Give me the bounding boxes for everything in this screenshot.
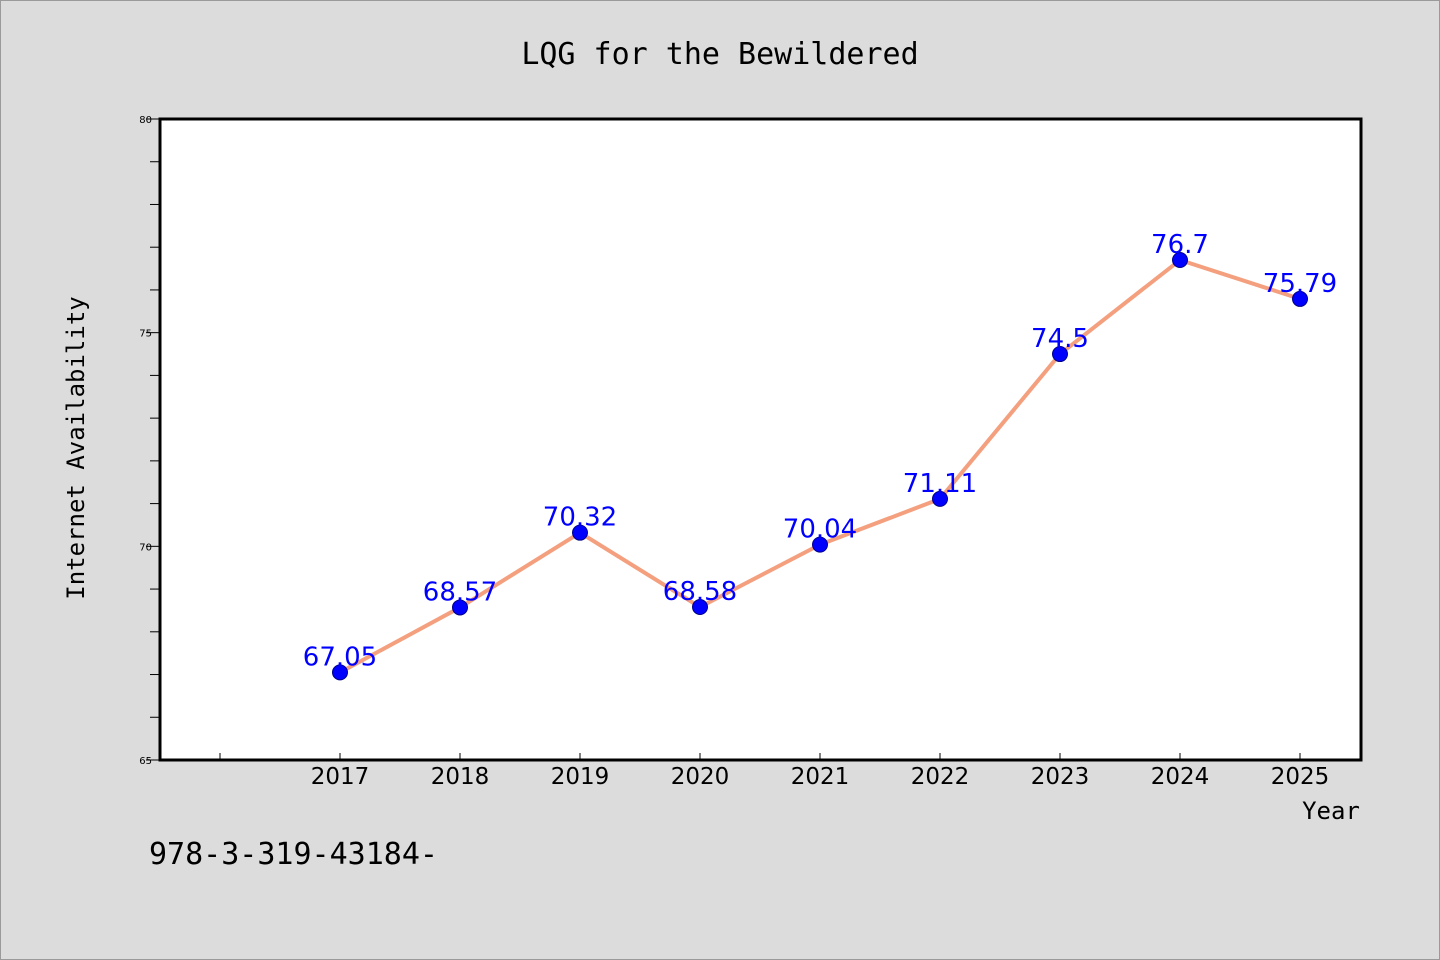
data-label: 68.57 xyxy=(423,577,497,607)
data-label: 67.05 xyxy=(303,642,377,672)
x-tick-label: 2024 xyxy=(1151,764,1210,790)
data-labels: 67.05 68.57 70.32 68.58 70.04 71.11 74.5 76.7 75… xyxy=(303,230,1337,672)
y-axis-ticks: 65 70 75 80 xyxy=(139,115,160,767)
y-minor-ticks xyxy=(150,161,160,718)
data-label: 74.5 xyxy=(1031,324,1089,354)
x-tick-label: 2019 xyxy=(551,764,610,790)
x-tick-label: 2023 xyxy=(1031,764,1090,790)
data-point xyxy=(932,490,948,507)
data-point xyxy=(1052,346,1068,363)
data-label: 75.79 xyxy=(1263,269,1337,299)
data-label: 71.11 xyxy=(903,469,977,499)
data-point xyxy=(572,524,588,541)
chart-title: LQG for the Bewildered xyxy=(521,37,918,72)
y-axis-label: Internet Availability xyxy=(62,296,90,599)
data-label: 70.04 xyxy=(783,515,857,545)
data-markers xyxy=(332,252,1308,681)
x-axis-ticks: 2017 2018 2019 2020 2021 2022 2023 2024 2025 xyxy=(219,753,1330,790)
y-tick-label: 70 xyxy=(139,542,152,553)
x-tick-label: 2021 xyxy=(791,764,850,790)
isbn-footnote: 978-3-319-43184- xyxy=(149,837,438,872)
x-tick-label: 2017 xyxy=(311,764,370,790)
data-label: 76.7 xyxy=(1151,230,1209,260)
data-label: 70.32 xyxy=(543,503,617,533)
plot-area xyxy=(158,117,1363,762)
x-tick-label: 2025 xyxy=(1271,764,1330,790)
data-label: 68.58 xyxy=(663,577,737,607)
y-tick-label: 80 xyxy=(139,115,152,126)
x-axis-label: Year xyxy=(1302,797,1360,825)
data-point xyxy=(1292,290,1308,307)
y-tick-label: 65 xyxy=(139,756,152,767)
data-point xyxy=(692,599,708,616)
x-tick-label: 2020 xyxy=(671,764,730,790)
x-tick-label: 2022 xyxy=(911,764,970,790)
data-point xyxy=(812,536,828,553)
data-point xyxy=(1172,252,1188,269)
data-point xyxy=(332,664,348,681)
data-point xyxy=(452,599,468,616)
y-tick-label: 75 xyxy=(139,329,152,340)
x-tick-label: 2018 xyxy=(431,764,490,790)
